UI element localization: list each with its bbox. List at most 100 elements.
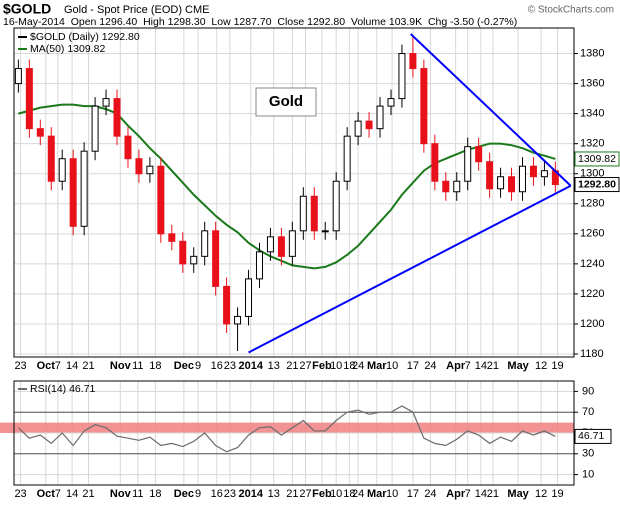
x-tick-label: 18 [343,360,355,372]
x-tick-label: 21 [487,360,499,372]
x-tick-label: 19 [551,488,563,500]
ma-last-label: 1309.82 [578,153,616,165]
candle-body [310,195,318,232]
candle-body [234,315,242,325]
candle-body [25,68,33,130]
x-tick-label: 10 [330,488,342,500]
candle-body [58,158,66,182]
legend-entry: $GOLD (Daily) 1292.80 [30,31,140,43]
rsi-last-label: 46.71 [578,430,604,442]
trendline [410,33,572,187]
x-tick-label: Apr [446,360,466,372]
candle-body [168,233,176,242]
rsi-band [0,422,574,433]
candle-body [69,158,77,227]
y-tick-label: 30 [582,448,594,460]
candle-body [518,165,526,193]
price-panel-frame [13,27,575,358]
x-tick-label: May [507,488,529,500]
x-tick-label: Nov [110,488,132,500]
x-tick-label: 14 [66,360,78,372]
y-tick-label: 1300 [580,168,604,180]
annotation-box [255,87,317,117]
candle-body [190,255,198,265]
x-tick-label: 11 [132,360,143,372]
x-tick-label: 10 [386,488,398,500]
y-tick-label: 1280 [580,198,604,210]
y-tick-label: 1360 [580,77,604,89]
x-tick-label: 10 [330,360,342,372]
candle-body [540,170,548,178]
candle-body [475,146,483,163]
x-tick-label: 21 [82,360,94,372]
candle-body [124,135,132,160]
x-tick-label: 9 [195,488,201,500]
x-tick-label: 19 [551,360,563,372]
candle-body [102,98,110,107]
candle-body [47,135,55,182]
y-tick-label: 90 [582,385,594,397]
candle-body [332,180,340,232]
rsi-last-box [574,428,612,444]
candle-body [508,176,516,193]
candle-body [201,230,209,257]
candle-body [398,53,406,100]
y-tick-label: 70 [582,406,594,418]
candle-body [179,240,187,265]
x-tick-label: 17 [407,488,419,500]
y-tick-label: 1200 [580,318,604,330]
candle-body [431,143,439,182]
rsi-panel-frame [13,380,575,486]
legend-entry: MA(50) 1309.82 [30,43,105,55]
candle-body [255,251,263,280]
x-tick-label: Feb [312,360,332,372]
x-tick-label: Mar [367,360,387,372]
x-tick-label: Nov [110,360,132,372]
candle-body [157,165,165,235]
x-tick-label: Dec [174,360,194,372]
candle-body [420,68,428,145]
y-tick-label: 1220 [580,288,604,300]
y-tick-label: 10 [582,469,594,481]
subtitle: 16-May-2014 Open 1296.40 High 1298.30 Lo… [3,16,517,28]
candle-body [387,98,395,107]
x-tick-label: Oct [37,360,56,372]
y-tick-label: 1340 [580,108,604,120]
x-tick-label: 21 [286,488,298,500]
x-tick-label: 24 [352,488,364,500]
candle-body [91,105,99,152]
x-tick-label: 23 [224,488,236,500]
x-tick-label: 14 [66,488,78,500]
candle-body [113,98,121,137]
x-tick-label: 16 [211,360,223,372]
y-tick-label: 1380 [580,47,604,59]
x-tick-label: 24 [424,488,436,500]
candle-body [464,146,472,182]
close-last-box [574,177,620,193]
y-tick-label: 1240 [580,258,604,270]
x-tick-label: 9 [195,360,201,372]
x-tick-label: Feb [312,488,332,500]
candle-body [223,285,231,325]
x-tick-label: 23 [224,360,236,372]
x-tick-label: 7 [465,360,471,372]
x-tick-label: May [507,360,529,372]
candle-body [245,278,253,317]
x-tick-label: 2014 [238,488,263,500]
candle-body [497,176,505,190]
x-tick-label: 13 [268,360,280,372]
candle-body [529,165,537,178]
candle-body [288,230,296,257]
rsi-line [17,405,556,453]
x-tick-label: Oct [37,488,56,500]
x-tick-label: 12 [535,488,547,500]
candle-body [14,68,22,85]
x-tick-label: 21 [487,488,499,500]
candle-body [365,120,373,130]
trendline [248,184,572,354]
x-tick-label: Apr [446,488,466,500]
candle-body [135,158,143,175]
candle-body [343,135,351,182]
rsi-legend: RSI(14) 46.71 [30,383,96,395]
